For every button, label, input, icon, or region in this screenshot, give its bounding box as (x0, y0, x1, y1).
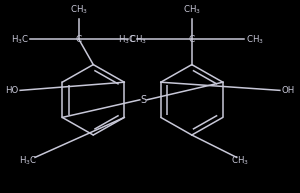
Text: OH: OH (281, 86, 295, 95)
Text: C: C (76, 35, 82, 44)
Text: CH$_3$: CH$_3$ (246, 33, 263, 46)
Text: CH$_3$: CH$_3$ (231, 155, 248, 167)
Text: S: S (140, 95, 146, 105)
Text: CH$_3$: CH$_3$ (183, 3, 201, 16)
Text: CH$_3$: CH$_3$ (70, 3, 88, 16)
Text: C: C (189, 35, 195, 44)
Text: H$_3$C: H$_3$C (19, 155, 37, 167)
Text: CH$_3$: CH$_3$ (129, 33, 147, 46)
Text: H$_3$C: H$_3$C (118, 33, 136, 46)
Text: H$_3$C: H$_3$C (11, 33, 29, 46)
Text: HO: HO (5, 86, 19, 95)
